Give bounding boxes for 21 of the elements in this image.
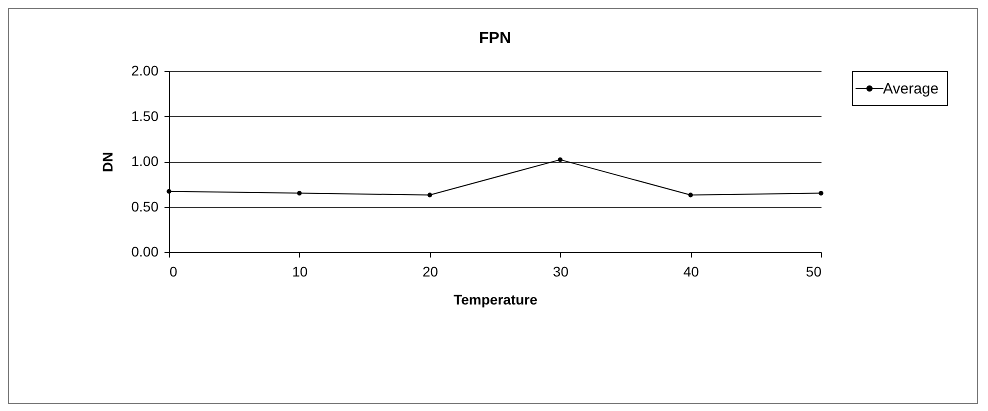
- x-tick-label: 0: [170, 264, 178, 280]
- point: [688, 192, 693, 198]
- point: [166, 189, 172, 194]
- x-tick-label: 50: [806, 264, 822, 280]
- legend-label: Average: [883, 80, 939, 98]
- point: [297, 190, 302, 196]
- x-axis-title: Temperature: [454, 292, 538, 308]
- y-tick-label: 0.50: [131, 198, 159, 214]
- chart-title: FPN: [479, 30, 511, 47]
- x-tick-label: 40: [683, 264, 700, 280]
- y-tick-label: 1.50: [131, 108, 159, 124]
- x-tick-label: 20: [422, 264, 438, 280]
- y-tick-label: 2.00: [131, 62, 159, 78]
- y-tick-label: 1.00: [131, 153, 159, 169]
- y-axis-title: DN: [99, 152, 116, 172]
- point: [558, 157, 563, 162]
- point: [818, 190, 824, 196]
- x-tick-label: 10: [292, 264, 308, 280]
- x-tick-label: 30: [552, 264, 569, 280]
- point: [427, 192, 432, 198]
- y-tick-label: 0.00: [131, 244, 159, 260]
